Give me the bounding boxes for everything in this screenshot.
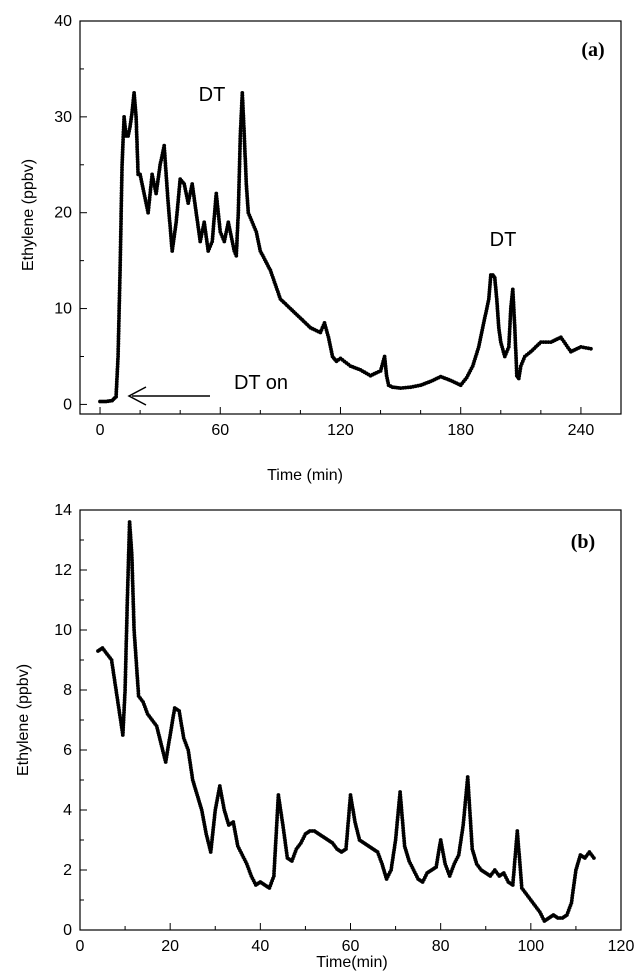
- annotation-dt-2: DT: [490, 229, 517, 251]
- y-tick-label-a: 0: [63, 396, 72, 413]
- x-tick-label-b: 120: [608, 938, 635, 955]
- data-point-a: [237, 177, 242, 182]
- data-point-b: [124, 644, 129, 649]
- x-tick-label-b: 40: [251, 938, 269, 955]
- data-point-a: [237, 154, 242, 159]
- data-point-b: [592, 856, 596, 860]
- y-tick-label-b: 6: [63, 742, 72, 759]
- data-point-b: [124, 629, 129, 633]
- y-tick-label-b: 4: [63, 802, 72, 819]
- data-point-b: [130, 563, 135, 568]
- data-point-a: [119, 178, 124, 183]
- data-point-b: [131, 610, 136, 614]
- data-point-a: [236, 208, 241, 213]
- x-axis-ticks-b: 0 20 40 60 80 100 120: [76, 923, 635, 955]
- x-tick-label-a: 60: [211, 422, 229, 439]
- data-point-b: [124, 652, 128, 656]
- data-point-a: [589, 346, 593, 351]
- data-point-b: [123, 665, 128, 669]
- data-point-a: [117, 311, 121, 316]
- data-point-b: [125, 608, 129, 613]
- dt-on-arrow: [127, 386, 210, 406]
- x-tick-label-a: 120: [327, 422, 354, 439]
- panel-label-b: (b): [571, 531, 595, 553]
- data-point-a: [117, 306, 122, 311]
- data-point-b: [130, 573, 135, 578]
- y-axis-ticks-b: 0 2 4 6 8 10 12 14: [54, 502, 87, 939]
- x-tick-label-b: 100: [517, 938, 544, 955]
- x-axis-label-a: Time (min): [267, 467, 343, 484]
- y-tick-label-b: 10: [54, 622, 72, 639]
- plot-frame-b: [79, 509, 622, 931]
- series-b: [96, 520, 596, 923]
- data-point-a: [119, 188, 124, 193]
- data-point-b: [123, 688, 127, 692]
- data-point-b: [123, 672, 128, 677]
- data-point-a: [118, 252, 123, 257]
- y-tick-label-b: 0: [63, 922, 72, 939]
- y-tick-label-b: 12: [54, 562, 72, 579]
- x-tick-label-b: 80: [432, 938, 450, 955]
- data-point-a: [119, 227, 123, 232]
- x-tick-label-a: 240: [568, 422, 595, 439]
- data-point-a: [118, 242, 123, 247]
- x-axis-ticks-a: 0 60 120 180 240: [96, 407, 595, 439]
- data-point-b: [125, 600, 130, 605]
- y-tick-label-a: 20: [54, 205, 72, 222]
- panel-a: 0 10 20 30 40 0 60 120 180 240 (a) Time (min) Et…: [20, 13, 622, 484]
- y-axis-ticks-a: 0 10 20 30 40: [54, 13, 87, 413]
- data-point-a: [236, 200, 241, 205]
- y-tick-label-a: 30: [54, 109, 72, 126]
- y-tick-label-b: 14: [54, 502, 72, 519]
- x-axis-label-b: Time(min): [316, 954, 387, 971]
- data-point-a: [119, 198, 124, 203]
- data-point-a: [118, 237, 123, 242]
- y-tick-label-b: 8: [63, 682, 72, 699]
- data-point-a: [120, 173, 124, 178]
- data-point-a: [118, 268, 122, 273]
- data-point-b: [123, 680, 128, 685]
- y-tick-label-a: 10: [54, 301, 72, 318]
- y-axis-label-a: Ethylene (ppbv): [20, 159, 37, 271]
- panel-label-a: (a): [581, 39, 604, 61]
- data-point-a: [118, 232, 123, 237]
- data-point-a: [117, 298, 122, 303]
- x-tick-label-b: 0: [76, 938, 85, 955]
- panel-b: 0 2 4 6 8 10 12 14 0 20 40 60 80 100 120 (b) Time(min…: [15, 502, 634, 971]
- y-tick-label-b: 2: [63, 862, 72, 879]
- series-a: [98, 91, 593, 404]
- data-point-b: [125, 590, 130, 595]
- x-tick-label-a: 0: [96, 422, 105, 439]
- annotation-dt-on: DT on: [234, 372, 288, 394]
- data-point-b: [131, 586, 135, 591]
- data-point-b: [131, 597, 136, 601]
- data-point-a: [119, 209, 124, 214]
- plot-frame-a: [79, 20, 622, 415]
- x-tick-label-b: 20: [161, 938, 179, 955]
- annotation-dt-1: DT: [199, 84, 226, 106]
- y-axis-label-b: Ethylene (ppbv): [15, 664, 32, 776]
- x-tick-label-b: 60: [342, 938, 360, 955]
- data-point-a: [238, 146, 242, 151]
- data-point-b: [124, 636, 129, 641]
- data-point-a: [119, 183, 124, 188]
- data-point-a: [118, 263, 123, 267]
- data-point-a: [117, 286, 122, 290]
- y-tick-label-a: 40: [54, 13, 72, 30]
- data-point-b: [132, 620, 136, 625]
- x-tick-label-a: 180: [447, 422, 474, 439]
- data-point-a: [119, 216, 123, 221]
- data-point-a: [119, 214, 123, 219]
